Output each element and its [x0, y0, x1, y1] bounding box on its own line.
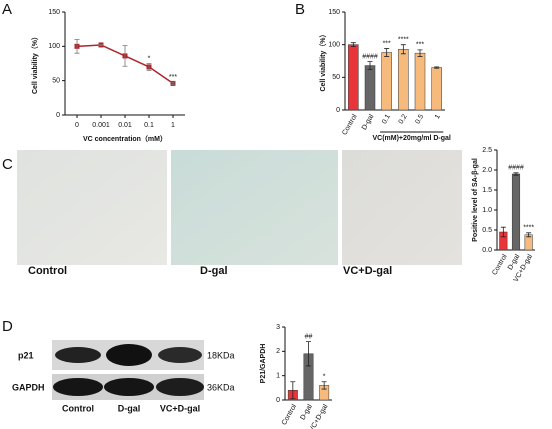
- error-bar: [417, 49, 423, 57]
- bar: [414, 52, 426, 111]
- x-tick-label: 0.01: [118, 122, 132, 129]
- panel-letter: C: [2, 156, 13, 173]
- y-tick-label: 50: [52, 78, 60, 85]
- x-tick-label: 1: [434, 113, 442, 120]
- error-bar: [170, 81, 176, 86]
- error-bar: [98, 43, 104, 47]
- micrograph: [342, 150, 462, 265]
- x-tick-label: D-gal: [299, 403, 314, 421]
- annotation: ***: [416, 42, 424, 49]
- error-bar: [290, 381, 296, 400]
- x-tick-label: Control: [491, 253, 509, 276]
- x-tick-label: D-gal: [361, 113, 376, 131]
- bar: [381, 52, 392, 111]
- y-tick-label: 150: [48, 9, 60, 16]
- x-tick-label: 0.1: [144, 122, 154, 129]
- annotation: ***: [383, 40, 391, 47]
- y-tick-label: 1.0: [482, 207, 492, 214]
- error-bar: [306, 341, 311, 367]
- image-label: Control: [28, 265, 67, 277]
- image-label: VC+D-gal: [343, 265, 392, 277]
- error-bar: [526, 232, 532, 238]
- bar: [431, 67, 442, 111]
- annotation: ##: [305, 333, 313, 340]
- annotation: ***: [169, 74, 177, 81]
- y-tick-label: 150: [328, 9, 340, 16]
- annotation: ####: [362, 53, 378, 60]
- annotation: ****: [523, 225, 534, 232]
- error-bar: [367, 61, 373, 70]
- annotation: *: [323, 374, 326, 381]
- annotation: ####: [508, 165, 524, 172]
- y-tick-label: 0: [336, 107, 340, 114]
- bar: [364, 65, 376, 111]
- error-bar: [122, 45, 128, 67]
- blot-lane-label: VC+D-gal: [160, 403, 200, 413]
- x-tick-label: Control: [281, 403, 299, 426]
- y-axis-label: P21/GAPDH: [260, 344, 267, 384]
- error-bar: [146, 63, 152, 71]
- x-tick-label: 0.2: [398, 113, 409, 125]
- annotation: *: [148, 55, 151, 62]
- error-bar: [400, 44, 406, 55]
- y-tick-label: 100: [48, 43, 60, 50]
- y-tick-label: 3: [276, 324, 280, 331]
- y-axis-label: Positive level of SA-β-gal: [472, 158, 479, 242]
- image-label: D-gal: [200, 265, 228, 277]
- group-label: VC(mM)+20mg/ml D-gal: [372, 135, 450, 142]
- western-blot: [52, 340, 204, 400]
- error-bar: [434, 66, 440, 69]
- error-bar: [384, 48, 390, 57]
- panel-letter: B: [295, 1, 305, 18]
- x-tick-label: 0.001: [92, 122, 110, 129]
- blot-size: 18KDa: [207, 350, 235, 360]
- y-tick-label: 50: [332, 74, 340, 81]
- x-tick-label: 1: [171, 122, 175, 129]
- y-axis-label: Cell viability（%）: [319, 30, 327, 91]
- panel-letter: D: [2, 318, 13, 335]
- y-tick-label: 2.5: [482, 147, 492, 154]
- blot-size: 36KDa: [207, 382, 235, 392]
- micrograph: [17, 150, 167, 265]
- error-bar: [321, 381, 327, 390]
- y-tick-label: 1: [276, 373, 280, 380]
- blot-row-label: p21: [18, 350, 34, 360]
- bar: [511, 173, 521, 251]
- y-tick-label: 0: [56, 112, 60, 119]
- blot-row-label: GAPDH: [12, 382, 45, 392]
- x-tick-label: Control: [341, 113, 359, 136]
- y-tick-label: 1.5: [482, 187, 492, 194]
- error-bar: [74, 39, 80, 54]
- panel-letter: A: [2, 1, 12, 18]
- micrograph: [171, 150, 338, 265]
- blot-lane-label: Control: [62, 403, 94, 413]
- y-tick-label: 0: [276, 397, 280, 404]
- y-tick-label: 0.5: [482, 227, 492, 234]
- y-tick-label: 2: [276, 348, 280, 355]
- x-tick-label: 0: [75, 122, 79, 129]
- x-tick-label: 0.1: [381, 113, 392, 125]
- y-tick-label: 0.0: [482, 247, 492, 254]
- x-tick-label: 0.5: [414, 113, 425, 125]
- annotation: ****: [398, 37, 409, 44]
- error-bar: [513, 172, 519, 176]
- y-tick-label: 100: [328, 42, 340, 49]
- x-axis-label: VC concentration（mM）: [83, 135, 167, 143]
- bar: [398, 48, 409, 111]
- bar: [348, 44, 359, 111]
- y-tick-label: 2.0: [482, 167, 492, 174]
- blot-lane-label: D-gal: [118, 403, 141, 413]
- error-bar: [500, 226, 506, 238]
- y-axis-label: Cell viability（%）: [31, 33, 39, 94]
- error-bar: [350, 42, 356, 48]
